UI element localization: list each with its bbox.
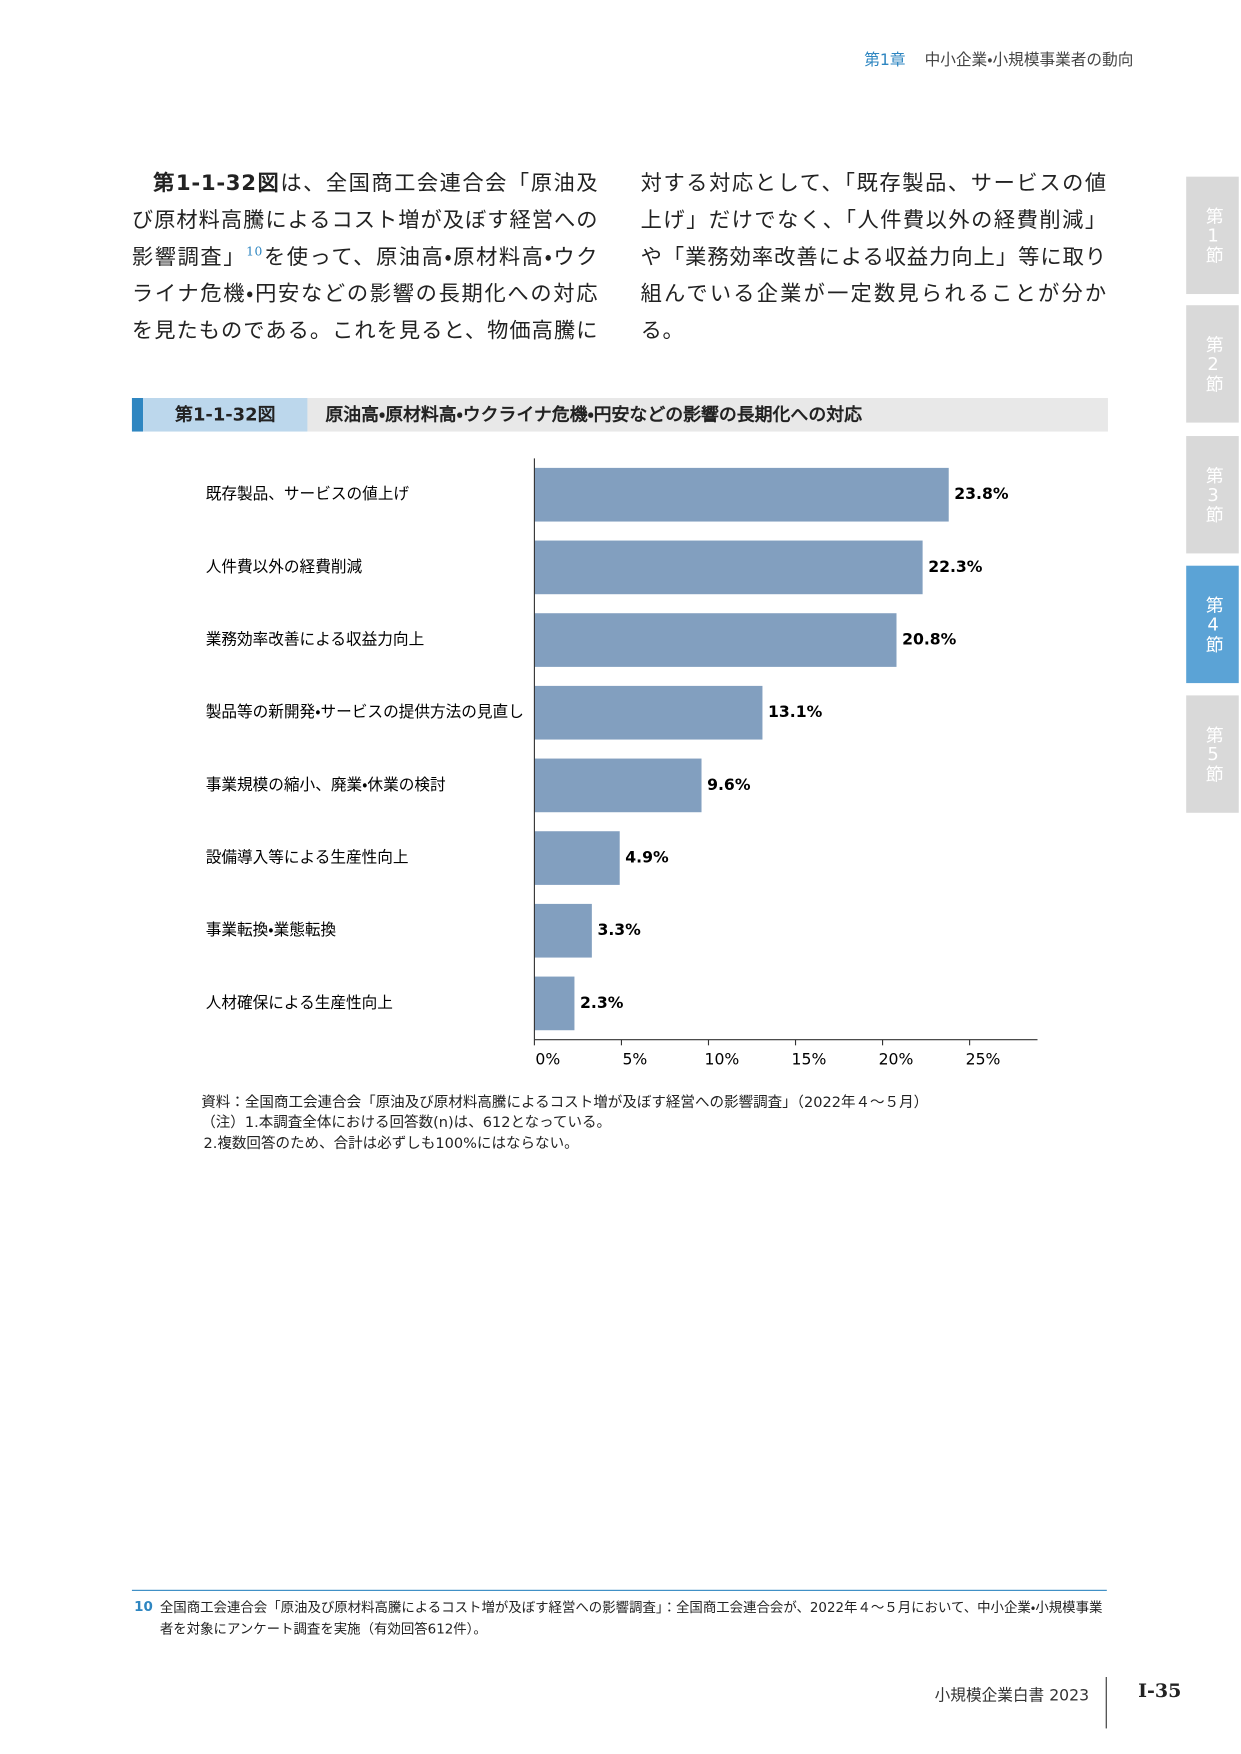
category-label: 設備導入等による生産性向上 bbox=[206, 848, 409, 867]
footnote-mark: 10 bbox=[246, 244, 264, 260]
bar bbox=[534, 831, 620, 885]
note: （注）1.本調査全体における回答数(n)は、612となっている。 bbox=[201, 1114, 612, 1132]
bar bbox=[534, 540, 923, 595]
category-label: 製品等の新開発・サービスの提供方法の見直し bbox=[206, 702, 524, 721]
bar bbox=[534, 467, 949, 522]
side-tab[interactable]: 第3節 bbox=[1186, 436, 1239, 554]
bar bbox=[534, 903, 592, 958]
text: は、全国商工会連合会「原油及び原材料高騰によるコスト増が及ぼす経営への影響調査」 bbox=[131, 171, 599, 270]
figure-ref: 第1-1-32図 bbox=[153, 171, 281, 196]
side-tab[interactable]: 第2節 bbox=[1186, 305, 1239, 423]
x-tick-label: 20% bbox=[879, 1049, 914, 1068]
x-tick-label: 15% bbox=[792, 1049, 827, 1068]
category-label: 人材確保による生産性向上 bbox=[206, 993, 393, 1012]
page-number: Ⅰ-35 bbox=[1138, 1680, 1182, 1703]
value-label: 23.8% bbox=[954, 484, 1009, 503]
category-label: 業務効率改善による収益力向上 bbox=[206, 630, 425, 649]
category-label: 既存製品、サービスの値上げ bbox=[206, 484, 410, 503]
value-label: 2.3% bbox=[580, 993, 624, 1012]
note: 2.複数回答のため、合計は必ずしも100%にはならない。 bbox=[203, 1135, 579, 1153]
value-label: 22.3% bbox=[928, 557, 983, 576]
side-tab[interactable]: 第5節 bbox=[1186, 695, 1239, 813]
figure-number: 第1-1-32図 bbox=[143, 398, 308, 432]
category-label: 人件費以外の経費削減 bbox=[206, 557, 363, 576]
book: 小規模企業白書 bbox=[934, 1687, 1045, 1705]
chapter-title: 中小企業・小規模事業者の動向 bbox=[924, 51, 1134, 70]
value-label: 4.9% bbox=[625, 848, 669, 867]
side-tab[interactable]: 第4節 bbox=[1186, 565, 1239, 684]
bar bbox=[534, 976, 575, 1031]
chapter: 第1章 bbox=[864, 51, 906, 70]
x-tick-label: 10% bbox=[705, 1049, 740, 1068]
bar bbox=[534, 758, 702, 813]
bar bbox=[534, 613, 897, 667]
footnote-number: 10 bbox=[134, 1598, 153, 1615]
category-label: 事業規模の縮小、廃業・休業の検討 bbox=[206, 775, 446, 794]
body-text: 第1-1-32図は、全国商工会連合会「原油及び原材料高騰によるコスト増が及ぼす経… bbox=[132, 165, 1107, 355]
text: を使って、原油高・原材料高・ウクライナ危機・円安などの影響の長期化への対応を見た… bbox=[131, 171, 1107, 344]
note: 資料：全国商工会連合会「原油及び原材料高騰によるコスト増が及ぼす経営への影響調査… bbox=[201, 1094, 929, 1112]
footnote-rule bbox=[131, 1589, 1107, 1591]
title-strip bbox=[131, 398, 144, 432]
x-tick-label: 25% bbox=[966, 1049, 1001, 1068]
figure-title: 原油高・原材料高・ウクライナ危機・円安などの影響の長期化への対応 bbox=[307, 398, 1108, 432]
footer-book: 小規模企業白書 2023 bbox=[935, 1684, 1089, 1706]
value-label: 3.3% bbox=[597, 920, 641, 939]
bar bbox=[534, 685, 763, 740]
x-tick-label: 0% bbox=[535, 1049, 560, 1068]
year: 2023 bbox=[1049, 1687, 1090, 1705]
value-label: 9.6% bbox=[707, 775, 751, 794]
x-tick-label: 5% bbox=[622, 1049, 647, 1068]
side-tab[interactable]: 第1節 bbox=[1186, 176, 1239, 295]
value-label: 13.1% bbox=[768, 702, 823, 721]
footer-rule bbox=[1105, 1677, 1107, 1729]
value-label: 20.8% bbox=[902, 630, 957, 649]
footnote-text: 全国商工会連合会「原油及び原材料高騰によるコスト増が及ぼす経営への影響調査」：全… bbox=[159, 1599, 1103, 1637]
category-label: 事業転換・業態転換 bbox=[206, 920, 337, 939]
chart: 0% 5% 10% 15% 20% 25% 既存製品、サービスの値上げ 23.8% 人件費以外の… bbox=[206, 458, 1038, 1068]
